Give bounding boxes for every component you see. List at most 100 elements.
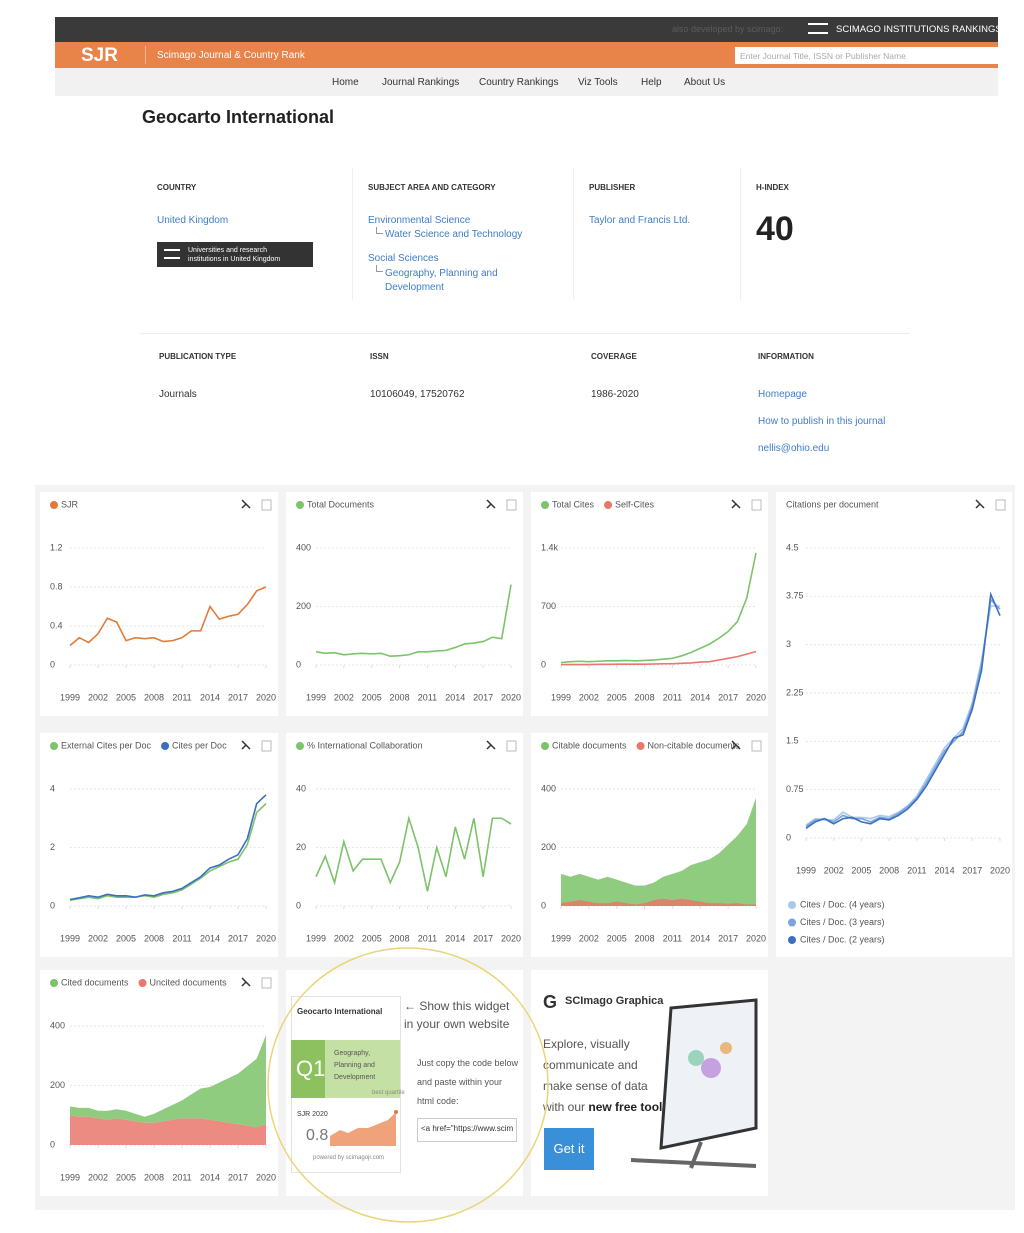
country-badge[interactable] [157, 242, 313, 267]
chart-card: Total Documents 0 200 400 1999 2002 2005 2008 20… [286, 492, 523, 716]
get-it-button[interactable]: Get it [544, 1128, 594, 1170]
legend-swatch [604, 501, 613, 509]
x-tick-label: 2002 [579, 692, 599, 702]
sparkline-dot [394, 1110, 398, 1114]
x-tick-label: 2011 [172, 933, 191, 943]
field-label: ISSN [370, 352, 389, 361]
subject-category[interactable]: Geography, Planning and Development [385, 268, 498, 293]
legend-label: Cited documents [61, 977, 129, 987]
sir-link[interactable]: SCIMAGO INSTITUTIONS RANKINGS [836, 24, 1002, 35]
x-tick-label: 2020 [256, 933, 276, 943]
x-tick-label: 1999 [60, 692, 80, 702]
legend-swatch [161, 742, 170, 750]
x-tick-label: 2017 [228, 933, 248, 943]
legend-label: External Cites per Doc [61, 740, 152, 750]
info-link[interactable]: Homepage [758, 389, 807, 400]
chart-card: SJR 0 0.4 0.8 1.2 1999 2002 2005 2008 2011 2014 201… [40, 492, 278, 716]
x-tick-label: 2005 [116, 1172, 136, 1182]
x-tick-label: 2014 [445, 933, 465, 943]
y-tick-label: 0 [541, 900, 546, 910]
info-link[interactable]: How to publish in this journal [758, 416, 886, 427]
field-label: COVERAGE [591, 352, 637, 361]
nav-item[interactable]: Home [332, 77, 359, 88]
chart-card: Citable documents Non-citable documents 0 2… [531, 733, 768, 957]
sparkline [330, 1110, 398, 1146]
x-tick-label: 1999 [60, 933, 80, 943]
x-tick-label: 2014 [690, 933, 710, 943]
x-tick-label: 2005 [607, 933, 627, 943]
nav-item[interactable]: Help [641, 77, 662, 88]
separator [145, 46, 146, 64]
x-tick-label: 2017 [228, 1172, 248, 1182]
nav-item[interactable]: About Us [684, 77, 726, 88]
legend-label: Self-Cites [615, 499, 655, 509]
sir-icon [808, 23, 828, 34]
toolbar-icon [731, 740, 741, 750]
logo[interactable]: SJR [81, 45, 118, 66]
info-link[interactable]: nellis@ohio.edu [758, 443, 830, 454]
legend-swatch [50, 742, 58, 750]
x-tick-label: 2005 [116, 692, 136, 702]
search-box[interactable] [735, 47, 998, 64]
nav-item[interactable]: Viz Tools [578, 77, 618, 88]
x-tick-label: 2020 [746, 692, 766, 702]
widget-title: Geocarto International [297, 1007, 383, 1016]
x-tick-label: 2005 [851, 865, 871, 875]
code-text: <a href="https://www.scimag [421, 1124, 513, 1133]
chart-title: Citations per document [786, 499, 879, 509]
toolbar-icon [506, 499, 517, 511]
legend-swatch [541, 501, 549, 509]
toolbar-icon [975, 499, 985, 509]
monitor-dot [720, 1042, 732, 1054]
top-bar [55, 17, 998, 42]
field-value: Journals [159, 389, 197, 400]
x-tick-label: 2002 [88, 1172, 108, 1182]
y-tick-label: 400 [296, 542, 311, 552]
graphica-body: Explore, visually communicate and make s… [543, 1037, 648, 1114]
subject-area[interactable]: Social Sciences [368, 253, 439, 264]
x-tick-label: 2005 [362, 933, 382, 943]
series-line [561, 650, 757, 666]
sjr-label: SJR 2020 [297, 1111, 328, 1118]
x-tick-label: 2020 [501, 933, 521, 943]
site-name[interactable]: Scimago Journal & Country Rank [157, 50, 305, 61]
x-tick-label: 2020 [990, 865, 1010, 875]
y-tick-label: 0 [50, 659, 55, 669]
x-tick-label: 2002 [824, 865, 844, 875]
field-label: SUBJECT AREA AND CATEGORY [368, 183, 496, 192]
publisher-link[interactable]: Taylor and Francis Ltd. [589, 215, 691, 226]
journal-title: Geocarto International [142, 107, 335, 127]
x-tick-label: 2005 [362, 692, 382, 702]
badge-icon [164, 249, 180, 259]
x-tick-label: 2008 [144, 692, 164, 702]
x-tick-label: 2008 [390, 692, 410, 702]
divider [740, 168, 741, 300]
x-tick-label: 2014 [200, 933, 220, 943]
x-tick-label: 2005 [116, 933, 136, 943]
chart: Citations per document Cites / Doc. (4 ye… [786, 499, 1010, 944]
x-tick-label: 2011 [663, 933, 682, 943]
x-tick-label: 2002 [334, 933, 354, 943]
legend-label: % International Collaboration [307, 740, 423, 750]
y-tick-label: 3 [786, 639, 791, 649]
y-tick-label: 0 [786, 832, 791, 842]
nav-bar [55, 68, 998, 96]
x-tick-label: 2011 [172, 1172, 191, 1182]
subject-category[interactable]: Water Science and Technology [385, 229, 523, 240]
nav-item[interactable]: Journal Rankings [382, 77, 460, 88]
monitor-dot [701, 1058, 721, 1078]
toolbar-icon [261, 740, 272, 752]
country-link[interactable]: United Kingdom [157, 215, 229, 226]
y-tick-label: 200 [541, 842, 556, 852]
field-label: COUNTRY [157, 183, 197, 192]
nav-item[interactable]: Country Rankings [479, 77, 559, 88]
subject-area[interactable]: Environmental Science [368, 215, 471, 226]
x-tick-label: 2020 [256, 1172, 276, 1182]
y-tick-label: 0 [296, 659, 301, 669]
legend-label: Non-citable documents [648, 740, 741, 750]
y-tick-label: 1.5 [786, 736, 799, 746]
x-tick-label: 2008 [144, 933, 164, 943]
graphica-card: G SCImago Graphica Explore, visually com… [531, 970, 768, 1196]
legend-label: Uncited documents [150, 977, 228, 987]
y-tick-label: 4 [50, 783, 55, 793]
